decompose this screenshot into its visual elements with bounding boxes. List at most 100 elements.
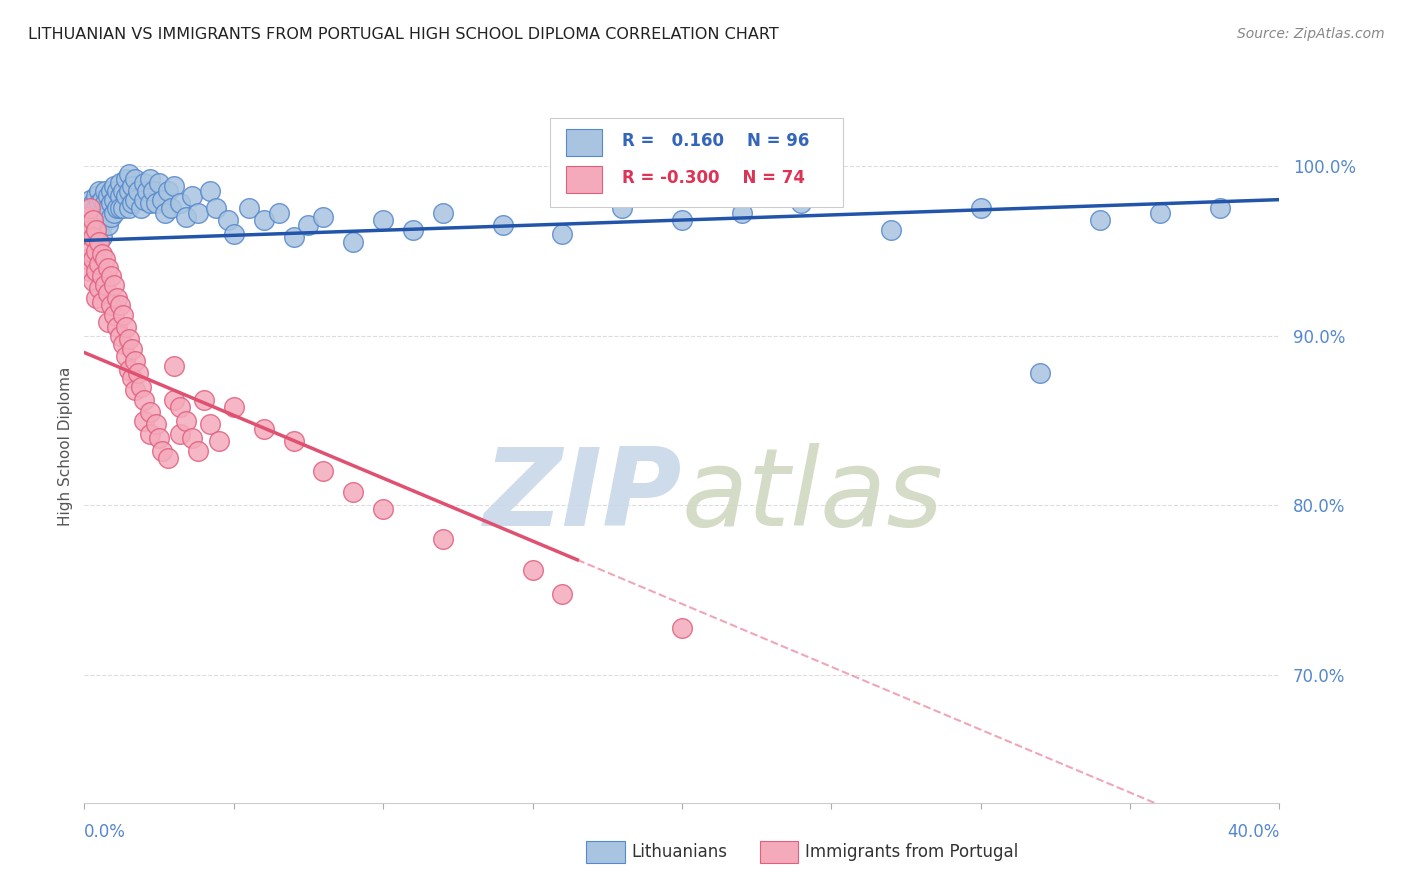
Point [89,210,111,224]
Point [110,176,132,190]
Point [103,193,125,207]
Point [76,201,98,215]
Point [253,213,276,227]
Text: Immigrants from Portugal: Immigrants from Portugal [806,843,1018,861]
Point [402,223,425,237]
Point [790,196,813,211]
Point [118,184,141,198]
Point [132,176,156,190]
Point [94,277,117,292]
Point [100,298,122,312]
Point [136,184,159,198]
Point [97,218,120,232]
Point [169,400,191,414]
Point [132,413,156,427]
Point [97,260,120,275]
Point [139,196,162,211]
Point [181,189,204,203]
Text: Source: ZipAtlas.com: Source: ZipAtlas.com [1237,27,1385,41]
Point [82,230,104,244]
Point [174,210,197,224]
Point [94,210,117,224]
FancyBboxPatch shape [759,840,797,863]
Point [97,201,120,215]
Point [100,269,122,284]
Point [492,218,515,232]
Text: R = -0.300    N = 74: R = -0.300 N = 74 [623,169,806,187]
Point [150,193,173,207]
Point [121,371,143,385]
Point [89,281,111,295]
Point [76,252,98,266]
Point [671,213,693,227]
Point [148,176,170,190]
Point [94,252,117,266]
Point [145,196,167,211]
Text: 40.0%: 40.0% [1227,823,1279,841]
Point [91,218,114,232]
Point [112,308,135,322]
Point [110,201,132,215]
Point [139,405,162,419]
Point [91,206,114,220]
Point [89,196,111,211]
Text: Lithuanians: Lithuanians [631,843,728,861]
Point [112,184,135,198]
Point [169,196,191,211]
Point [100,184,122,198]
Point [115,172,138,186]
Point [731,206,754,220]
Point [86,264,108,278]
Point [121,179,143,194]
Point [198,184,221,198]
Point [253,422,276,436]
Point [121,342,143,356]
Point [91,269,114,284]
Point [97,189,120,203]
Point [89,184,111,198]
FancyBboxPatch shape [551,118,844,207]
Point [110,189,132,203]
Point [373,213,395,227]
Point [163,179,186,194]
Point [222,227,245,241]
Point [103,179,125,194]
Point [132,393,156,408]
Point [105,320,128,334]
Point [150,444,173,458]
Point [82,274,104,288]
Point [91,230,114,244]
Point [157,184,180,198]
Point [157,450,180,465]
Point [89,221,111,235]
Point [1090,213,1112,227]
Point [86,291,108,305]
FancyBboxPatch shape [567,166,602,194]
Point [82,252,104,266]
Point [671,621,693,635]
Point [86,244,108,258]
Text: atlas: atlas [682,443,943,549]
Point [112,201,135,215]
Point [79,244,101,258]
Point [124,354,146,368]
Point [970,201,993,215]
Y-axis label: High School Diploma: High School Diploma [58,367,73,525]
Point [342,484,364,499]
Point [97,315,120,329]
Point [79,264,101,278]
Point [127,184,149,198]
Point [187,206,209,220]
Point [160,201,183,215]
Point [91,247,114,261]
Point [142,184,165,198]
Point [432,533,454,547]
Point [89,235,111,249]
Point [76,210,98,224]
Point [79,201,101,215]
FancyBboxPatch shape [567,129,602,156]
Point [89,257,111,271]
Point [312,465,335,479]
Point [91,193,114,207]
Point [153,206,176,220]
